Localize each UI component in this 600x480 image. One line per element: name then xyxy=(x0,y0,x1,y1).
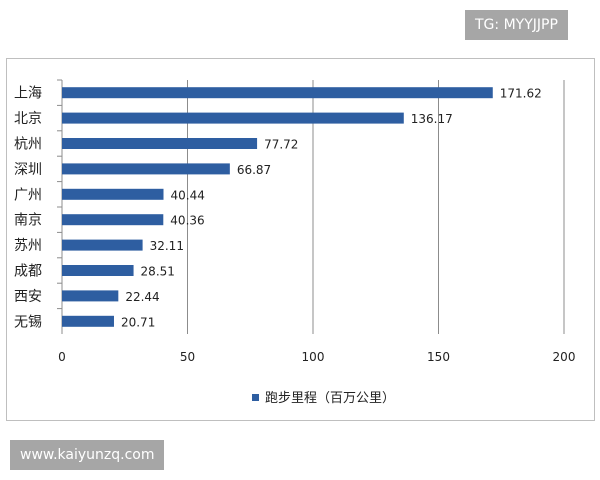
category-label: 杭州 xyxy=(14,137,42,153)
x-tick-label: 100 xyxy=(302,350,325,364)
chart-frame: 上海 171.62 北京 136.17 杭州 77.72 深圳 66.87 广州 40.44 南京 4… xyxy=(6,58,595,421)
bar-chart: 上海 171.62 北京 136.17 杭州 77.72 深圳 66.87 广州 40.44 南京 4… xyxy=(14,79,576,406)
bar xyxy=(62,87,493,99)
bar xyxy=(62,290,119,302)
data-label: 40.44 xyxy=(171,188,205,202)
bar xyxy=(62,188,164,200)
x-tick-label: 0 xyxy=(58,350,66,364)
data-label: 32.11 xyxy=(150,239,184,253)
category-label: 西安 xyxy=(14,289,42,305)
bar xyxy=(62,265,134,276)
data-label: 66.87 xyxy=(237,163,271,177)
data-label: 22.44 xyxy=(125,290,159,304)
data-label: 171.62 xyxy=(500,87,542,101)
watermark-top: TG: MYYJJPP xyxy=(465,10,568,40)
category-label: 苏州 xyxy=(14,238,42,254)
category-label: 北京 xyxy=(14,111,42,127)
x-tick-label: 200 xyxy=(553,350,576,364)
legend-label: 跑步里程（百万公里） xyxy=(265,391,395,406)
bar xyxy=(62,315,114,327)
bar xyxy=(62,214,164,226)
bar xyxy=(62,163,230,175)
legend-swatch xyxy=(252,394,259,401)
data-label: 136.17 xyxy=(411,112,453,126)
data-label: 40.36 xyxy=(170,214,204,228)
x-tick-label: 50 xyxy=(180,350,195,364)
category-label: 南京 xyxy=(14,213,42,229)
data-label: 77.72 xyxy=(264,138,298,152)
data-label: 28.51 xyxy=(141,265,175,279)
bar xyxy=(62,138,258,149)
data-label: 20.71 xyxy=(121,315,155,329)
bar xyxy=(62,112,404,124)
watermark-bottom: www.kaiyunzq.com xyxy=(10,440,165,470)
category-label: 广州 xyxy=(14,187,42,203)
category-label: 深圳 xyxy=(14,162,42,178)
category-label: 上海 xyxy=(14,86,42,102)
category-label: 成都 xyxy=(14,264,42,280)
x-tick-label: 150 xyxy=(427,350,450,364)
bar xyxy=(62,239,143,251)
category-label: 无锡 xyxy=(14,314,42,330)
